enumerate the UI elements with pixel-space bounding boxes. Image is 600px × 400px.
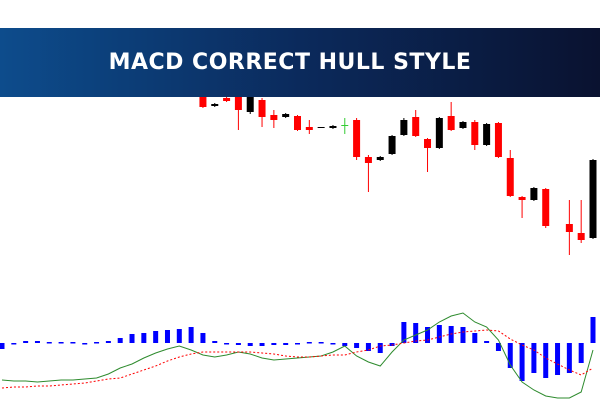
histogram-bar	[235, 343, 241, 345]
histogram-bar	[141, 333, 147, 343]
macd-line	[1, 312, 594, 399]
candle-body	[317, 127, 325, 128]
candle-body	[530, 188, 538, 200]
candle-body	[506, 158, 514, 196]
candle-body	[435, 118, 443, 148]
candle-body	[483, 124, 491, 145]
histogram-bar	[472, 333, 478, 343]
histogram-bar	[212, 341, 218, 343]
histogram-bar	[413, 323, 419, 343]
histogram-bar	[11, 343, 17, 345]
histogram-bar	[566, 343, 572, 373]
histogram-bar	[0, 343, 5, 349]
histogram-bar	[247, 343, 253, 346]
histogram-bar	[46, 342, 52, 344]
histogram-bar	[531, 343, 537, 373]
histogram-bar	[23, 341, 29, 343]
histogram-bar	[176, 329, 182, 343]
histogram-bar	[519, 343, 525, 381]
candle-body	[542, 189, 550, 226]
histogram-bar	[188, 327, 194, 343]
candle-body	[234, 97, 242, 110]
histogram-bar	[590, 317, 596, 343]
candle-body	[199, 97, 207, 107]
candle-body	[211, 104, 219, 106]
histogram-bar	[436, 325, 442, 343]
histogram-bar	[129, 334, 135, 343]
histogram-bar	[507, 343, 513, 368]
histogram-bar	[484, 341, 490, 343]
candle-body	[223, 98, 231, 101]
candle-body	[589, 160, 597, 238]
macd-line	[1, 329, 594, 389]
histogram-bar	[117, 338, 123, 343]
histogram-bar	[82, 343, 88, 345]
candle-body	[353, 120, 361, 157]
candle-body	[329, 126, 337, 128]
candle-body	[270, 115, 278, 120]
candle-body	[577, 233, 585, 240]
candle-body	[364, 157, 372, 163]
candle-body	[424, 139, 432, 148]
histogram-bar	[495, 343, 501, 351]
histogram-bar	[543, 343, 549, 378]
banner: MACD CORRECT HULL STYLE	[0, 28, 600, 97]
histogram-bar	[153, 331, 159, 343]
histogram-bar	[342, 343, 348, 346]
histogram-bar	[365, 343, 371, 351]
histogram-bar	[34, 341, 40, 343]
histogram-bar	[200, 333, 206, 343]
candle-body	[246, 97, 254, 112]
histogram-bar	[70, 342, 76, 344]
histogram-bar	[94, 342, 100, 344]
histogram-bar	[578, 343, 584, 363]
histogram-bar	[460, 327, 466, 343]
candle-body	[258, 100, 266, 117]
histogram-bar	[425, 327, 431, 343]
histogram-bar	[354, 343, 360, 348]
histogram-bar	[401, 322, 407, 343]
candle-body	[447, 116, 455, 130]
histogram-bar	[224, 343, 230, 345]
histogram-bar	[306, 342, 312, 344]
histogram-bar	[283, 343, 289, 345]
candle-body	[494, 123, 502, 157]
histogram-bar	[164, 330, 170, 343]
candle-body	[282, 114, 290, 117]
candle-body	[412, 117, 420, 136]
histogram-bar	[271, 343, 277, 345]
banner-title: MACD CORRECT HULL STYLE	[108, 50, 472, 75]
histogram-bar	[259, 343, 265, 346]
candle-body	[305, 127, 313, 130]
candle-body	[459, 122, 467, 128]
histogram-bar	[318, 342, 324, 344]
candle-body	[376, 157, 384, 160]
histogram-bar	[330, 343, 336, 345]
histogram-bar	[58, 342, 64, 344]
histogram-bar	[555, 343, 561, 375]
candle-body	[565, 224, 573, 232]
candle-body	[388, 136, 396, 154]
histogram-bar	[295, 343, 300, 345]
candle-body	[518, 197, 526, 200]
histogram-bar	[105, 341, 111, 343]
candle-body	[294, 116, 301, 130]
candle-body	[400, 120, 408, 135]
candle-body	[341, 125, 349, 126]
candle-body	[471, 122, 479, 145]
histogram-bar	[377, 343, 383, 353]
